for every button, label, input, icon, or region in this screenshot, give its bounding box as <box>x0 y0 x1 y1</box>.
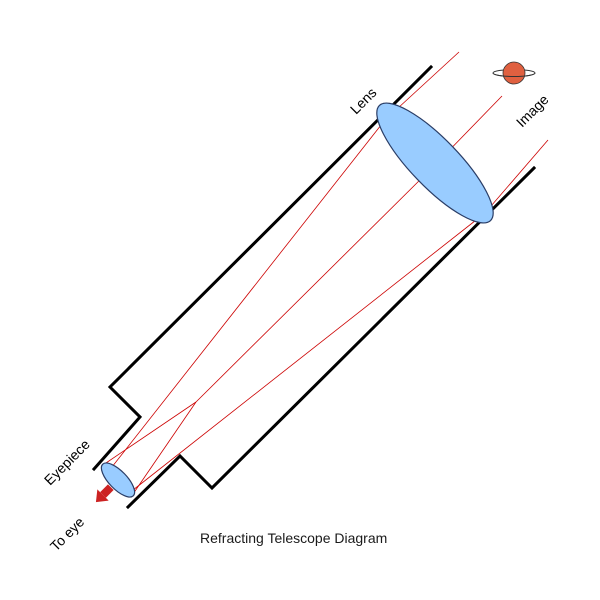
objective-lens <box>376 102 494 224</box>
planet-body <box>502 61 526 85</box>
eyepiece-ray-upper <box>102 401 197 466</box>
tube-lower-wall <box>125 165 537 510</box>
converging-ray-center <box>195 164 436 403</box>
to-eye-label: To eye <box>47 513 88 554</box>
eyepiece-label: Eyepiece <box>41 436 93 488</box>
arrow-down-left-icon <box>95 484 114 503</box>
arrow-head <box>95 489 109 503</box>
light-rays <box>102 51 549 495</box>
image-label: Image <box>513 91 552 130</box>
diagram-caption: Refracting Telescope Diagram <box>200 530 387 546</box>
arrow-shaft <box>100 484 114 498</box>
tube-upper-wall <box>91 64 434 472</box>
converging-ray-top <box>107 119 386 473</box>
converging-ray-bottom <box>127 212 486 495</box>
planet-ring-front <box>492 72 536 77</box>
eyepiece-ray-lower <box>132 401 197 495</box>
telescope-tube <box>91 64 537 510</box>
incoming-ray-bottom <box>484 139 549 214</box>
lens-label: Lens <box>347 84 380 117</box>
saturn-planet-icon <box>492 61 536 85</box>
eyepiece-lens <box>100 462 136 498</box>
